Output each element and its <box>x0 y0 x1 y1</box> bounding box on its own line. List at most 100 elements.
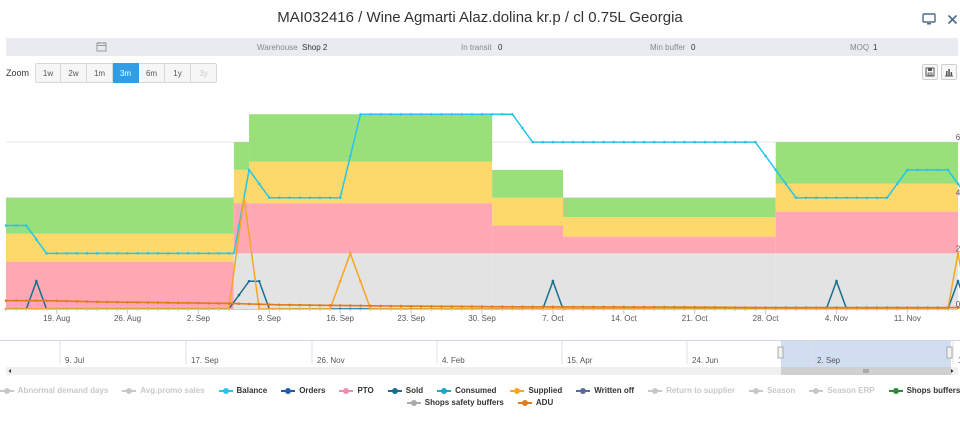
moq-label: MOQ <box>850 43 870 52</box>
zoom-3m-button[interactable]: 3m <box>113 63 139 83</box>
adu-point <box>490 305 494 308</box>
legend-label: Balance <box>236 386 268 395</box>
legend-item-avg-promo-sales[interactable]: Avg.promo sales <box>122 386 205 395</box>
balance-point <box>571 140 575 144</box>
legend-symbol-icon <box>218 387 233 395</box>
safety-buffer-zone <box>233 253 250 309</box>
navigator-handle-left[interactable] <box>777 346 784 359</box>
balance-point <box>926 168 929 172</box>
balance-point <box>642 140 646 144</box>
scroll-right-icon[interactable] <box>951 369 954 373</box>
adu-point <box>268 303 271 306</box>
supplied-point <box>956 252 960 255</box>
adu-point <box>551 305 555 309</box>
legend-item-return-to-supplier[interactable]: Return to supplier <box>648 386 735 395</box>
balance-point <box>126 252 129 255</box>
balance-point <box>612 140 615 144</box>
balance-point <box>855 196 859 200</box>
balance-point <box>875 196 879 200</box>
balance-point <box>369 112 372 116</box>
zoom-1w-button[interactable]: 1w <box>35 63 61 83</box>
balance-point <box>419 112 423 116</box>
zoom-1m-button[interactable]: 1m <box>87 63 113 83</box>
balance-point <box>247 168 251 172</box>
legend-item-shops-buffers[interactable]: Shops buffers <box>888 386 960 395</box>
zoom-1y-button[interactable]: 1y <box>165 63 191 83</box>
adu-point <box>855 306 859 309</box>
x-tick-label: 7. Oct <box>542 314 564 323</box>
adu-point <box>278 303 281 307</box>
balance-point <box>379 112 383 116</box>
x-tick-label: 11. Nov <box>894 314 921 323</box>
legend-label: Shops buffers <box>906 386 960 395</box>
balance-point <box>784 182 788 186</box>
legend-item-adu[interactable]: ADU <box>517 398 553 407</box>
legend-item-supplied[interactable]: Supplied <box>510 386 562 395</box>
monitor-icon[interactable] <box>918 8 940 30</box>
scroll-left-icon[interactable] <box>8 369 12 373</box>
balance-point <box>430 112 433 116</box>
legend-item-sold[interactable]: Sold <box>387 386 423 395</box>
balance-point <box>399 112 403 116</box>
sold-point <box>237 293 241 297</box>
balance-point <box>602 140 605 144</box>
adu-point <box>723 306 727 309</box>
x-tick-label: 14. Oct <box>611 314 638 323</box>
balance-point <box>85 252 89 255</box>
navigator-scrollbar[interactable] <box>6 367 958 375</box>
adu-point <box>642 305 646 309</box>
legend-item-balance[interactable]: Balance <box>218 386 268 395</box>
balance-point <box>632 140 636 144</box>
legend-symbol-icon <box>576 387 591 395</box>
legend-item-consumed[interactable]: Consumed <box>437 386 496 395</box>
balance-point <box>754 140 757 144</box>
sold-point <box>257 279 261 283</box>
adu-point <box>440 305 443 308</box>
adu-point <box>733 306 737 309</box>
close-icon[interactable] <box>941 8 960 30</box>
red-zone <box>775 211 958 254</box>
balance-point <box>662 140 666 144</box>
balance-point <box>936 168 940 172</box>
adu-point <box>926 306 929 309</box>
legend-label: Season <box>766 386 796 395</box>
legend-item-orders[interactable]: Orders <box>281 386 325 395</box>
x-tick-label: 26. Aug <box>114 314 141 323</box>
balance-point <box>521 126 524 130</box>
balance-point <box>4 224 8 227</box>
balance-point <box>105 252 109 255</box>
legend-item-season[interactable]: Season <box>748 386 796 395</box>
save-icon[interactable] <box>922 64 938 80</box>
zoom-2w-button[interactable]: 2w <box>61 63 87 83</box>
range-navigator[interactable]: 9. Jul 17. Sep 26. Nov 4. Feb 15. Apr 24. Jun… <box>0 340 960 378</box>
balance-point <box>55 252 58 255</box>
legend-item-shops-safety-buffers[interactable]: Shops safety buffers <box>406 398 504 407</box>
balance-point <box>460 112 464 116</box>
x-tick-label: 28. Oct <box>753 314 780 323</box>
legend-item-written-off[interactable]: Written off <box>576 386 634 395</box>
adu-point <box>257 302 261 306</box>
stock-chart[interactable]: 19. Aug 26. Aug 2. Sep 9. Sep 16. Sep 23. Sep… <box>0 0 960 340</box>
adu-point <box>673 305 676 309</box>
calendar-icon[interactable] <box>96 41 107 52</box>
legend-item-season-erp[interactable]: Season ERP <box>809 386 875 395</box>
sold-point <box>551 279 555 283</box>
navigator-handle-right[interactable] <box>946 346 953 359</box>
bar-chart-icon[interactable] <box>941 64 957 80</box>
adu-point <box>865 306 869 309</box>
legend-item-pto[interactable]: PTO <box>339 386 374 395</box>
adu-point <box>328 304 332 307</box>
zoom-6m-button[interactable]: 6m <box>139 63 165 83</box>
sold-point <box>35 279 38 283</box>
balance-point <box>794 196 798 200</box>
adu-point <box>166 301 170 305</box>
adu-point <box>814 306 818 309</box>
balance-point <box>146 252 150 255</box>
balance-point <box>207 252 210 255</box>
green-zone <box>563 197 776 218</box>
balance-point <box>45 252 48 255</box>
adu-point <box>581 305 585 309</box>
legend-symbol-icon <box>122 387 137 395</box>
navigator-selection[interactable] <box>781 341 951 367</box>
legend-item-abnormal-demand-days[interactable]: Abnormal demand days <box>0 386 108 395</box>
